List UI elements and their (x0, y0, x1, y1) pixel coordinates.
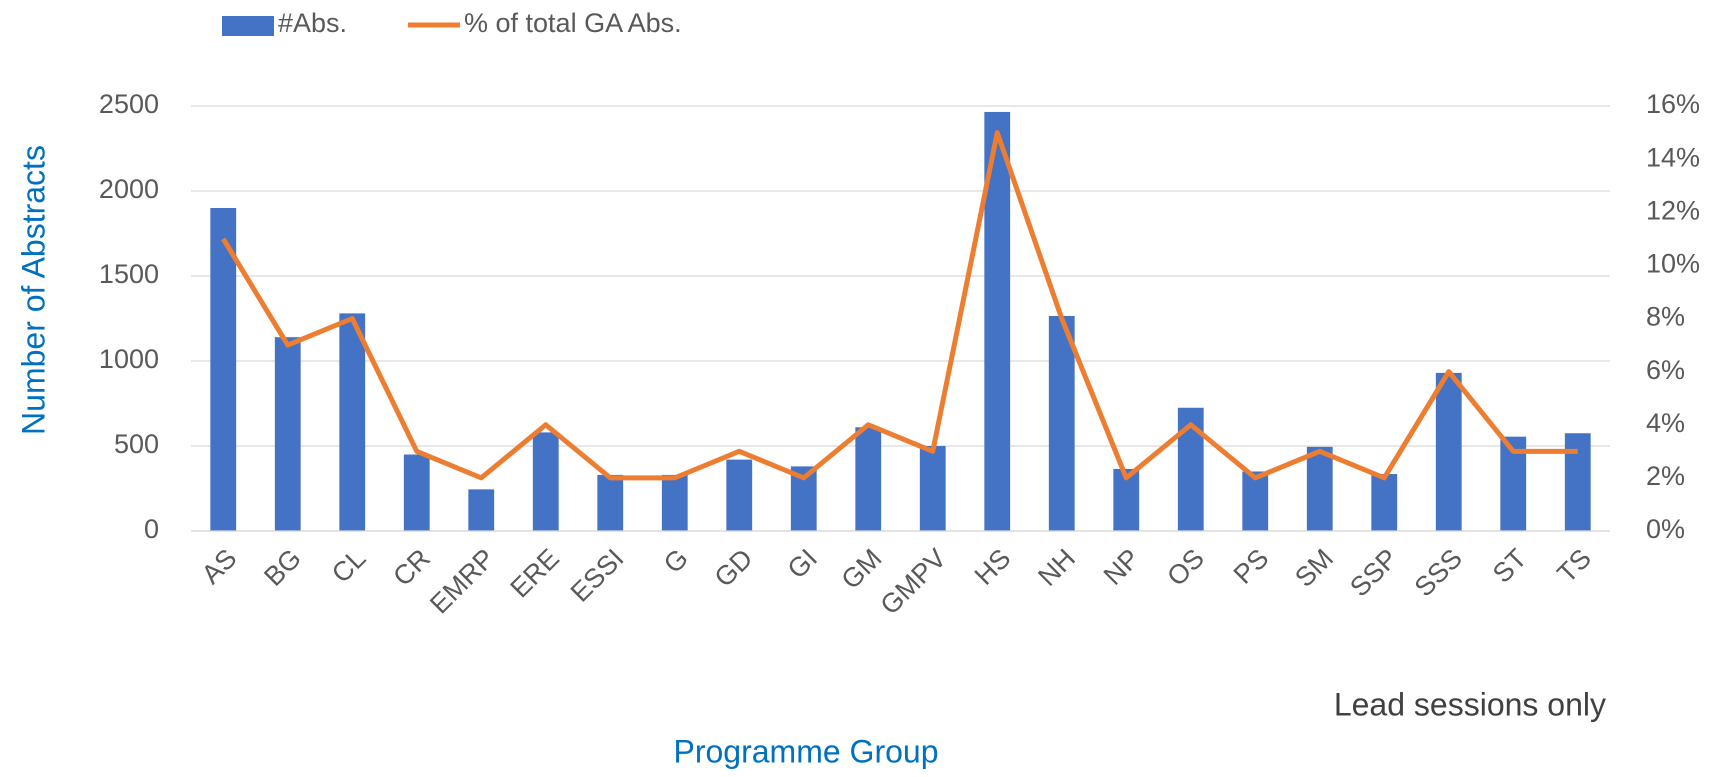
x-tick-label: PS (1228, 543, 1275, 590)
x-tick-label: TS (1551, 543, 1597, 589)
x-tick-label: SSS (1409, 543, 1468, 602)
legend-swatch (222, 16, 274, 36)
y-tick-label: 1500 (99, 259, 159, 289)
x-tick-label: GI (782, 543, 823, 584)
bar (339, 313, 366, 531)
x-tick-label: G (658, 543, 694, 579)
bar (274, 337, 301, 531)
x-tick-label: GM (836, 543, 888, 595)
bar (597, 474, 624, 531)
y-tick-label: 2000 (99, 174, 159, 204)
x-tick-label: SSP (1344, 543, 1403, 602)
bar (1564, 433, 1591, 531)
y2-tick-label: 2% (1646, 461, 1685, 491)
x-tick-label: HS (969, 543, 1017, 591)
y2-tick-label: 12% (1646, 195, 1700, 225)
x-tick-label: EMRP (424, 543, 500, 619)
y2-tick-label: 6% (1646, 355, 1685, 385)
x-tick-label: OS (1161, 543, 1210, 592)
x-tick-label: CR (387, 543, 436, 592)
x-tick-label: ESSI (565, 543, 630, 608)
legend-label: % of total GA Abs. (464, 8, 682, 38)
y2-tick-label: 10% (1646, 249, 1700, 279)
y-tick-label: 500 (114, 429, 159, 459)
bar (210, 208, 237, 531)
bar (532, 432, 559, 531)
annotation: Lead sessions only (1334, 686, 1606, 722)
bar (403, 454, 430, 531)
x-tick-label: AS (196, 543, 243, 590)
bar (468, 489, 495, 531)
x-tick-label: ST (1487, 543, 1533, 589)
y2-tick-label: 8% (1646, 302, 1685, 332)
y2-tick-label: 16% (1646, 89, 1700, 119)
y2-tick-label: 14% (1646, 142, 1700, 172)
x-axis-title: Programme Group (674, 733, 939, 769)
bar (1306, 446, 1333, 531)
bar (1371, 474, 1398, 531)
y-tick-label: 0 (144, 514, 159, 544)
bar (1177, 407, 1204, 531)
x-tick-label: NH (1032, 543, 1081, 592)
legend-label: #Abs. (278, 8, 347, 38)
y-axis-title: Number of Abstracts (15, 145, 51, 435)
bar (855, 427, 882, 531)
bar (726, 459, 753, 531)
y-tick-label: 1000 (99, 344, 159, 374)
bar (1048, 315, 1075, 531)
x-tick-label: GMPV (875, 543, 952, 620)
y2-tick-label: 0% (1646, 514, 1685, 544)
x-tick-label: ERE (505, 543, 565, 603)
line (221, 130, 1578, 481)
x-tick-label: BG (258, 543, 307, 592)
x-tick-label: CL (326, 543, 372, 589)
bar (661, 474, 688, 531)
bar (1242, 471, 1269, 531)
y-tick-label: 2500 (99, 89, 159, 119)
bar (919, 446, 946, 531)
x-tick-label: NP (1098, 543, 1146, 591)
x-tick-label: GD (709, 543, 759, 593)
bar (1435, 372, 1462, 531)
x-tick-label: SM (1289, 543, 1339, 593)
y2-tick-label: 4% (1646, 408, 1685, 438)
